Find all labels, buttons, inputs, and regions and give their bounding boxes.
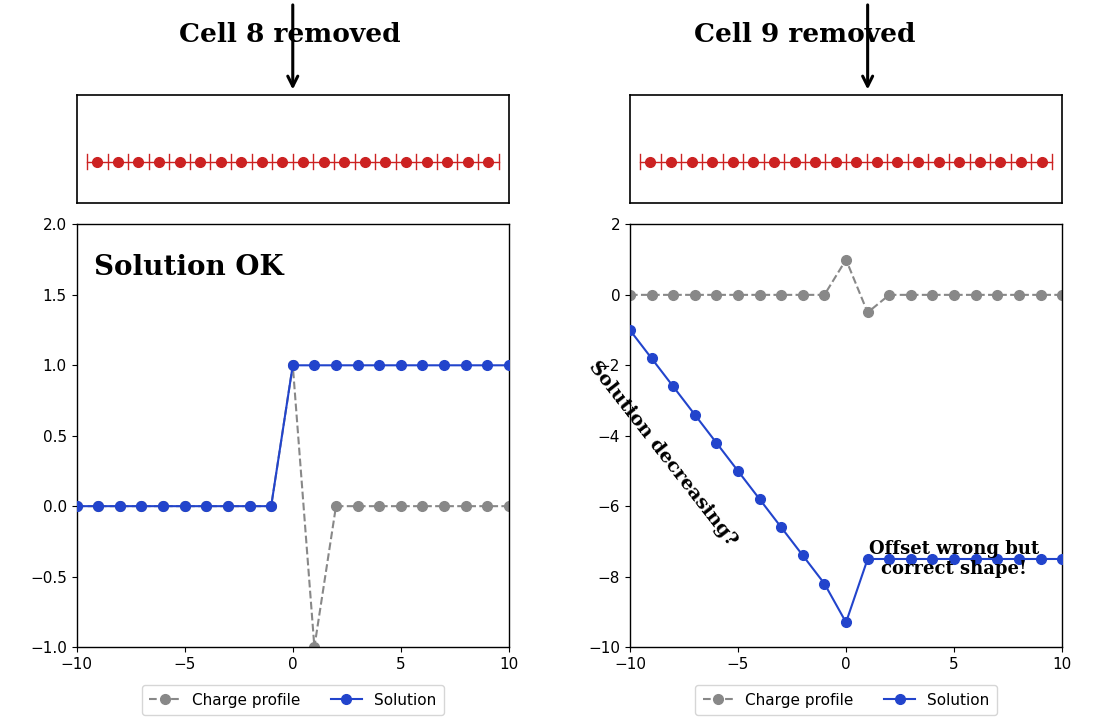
Solution (774, 523, 787, 531)
Charge profile (623, 291, 636, 300)
Solution (1013, 555, 1026, 563)
Text: Solution decreasing?: Solution decreasing? (585, 358, 740, 549)
Charge profile (731, 291, 745, 300)
Line: Charge profile: Charge profile (625, 254, 1067, 317)
Line: Solution: Solution (625, 325, 1067, 627)
Text: Solution OK: Solution OK (94, 254, 284, 281)
Charge profile (243, 502, 256, 510)
Solution (688, 410, 701, 419)
Solution (503, 361, 516, 369)
Charge profile (178, 502, 192, 510)
Solution (710, 438, 723, 447)
Solution (265, 502, 278, 510)
Charge profile (710, 291, 723, 300)
Solution (199, 502, 212, 510)
Charge profile (1056, 291, 1069, 300)
Charge profile (438, 502, 451, 510)
Solution (883, 555, 896, 563)
Charge profile (503, 502, 516, 510)
Solution (351, 361, 365, 369)
Solution (1056, 555, 1069, 563)
Charge profile (394, 502, 407, 510)
Solution (1034, 555, 1047, 563)
Charge profile (904, 291, 918, 300)
Charge profile (1034, 291, 1047, 300)
Charge profile (92, 502, 105, 510)
Solution (113, 502, 126, 510)
Charge profile (351, 502, 365, 510)
Legend: Charge profile, Solution: Charge profile, Solution (695, 685, 998, 715)
Solution (623, 326, 636, 334)
Charge profile (840, 255, 853, 264)
Solution (70, 502, 83, 510)
Solution (92, 502, 105, 510)
Solution (221, 502, 234, 510)
Charge profile (861, 308, 874, 317)
Charge profile (286, 361, 299, 369)
Text: Cell 8 removed: Cell 8 removed (180, 23, 401, 47)
Solution (330, 361, 343, 369)
Solution (416, 361, 429, 369)
Solution (135, 502, 148, 510)
Solution (904, 555, 918, 563)
Line: Charge profile: Charge profile (72, 361, 514, 652)
Solution (818, 579, 831, 588)
Solution (308, 361, 321, 369)
Charge profile (883, 291, 896, 300)
Solution (157, 502, 170, 510)
Charge profile (459, 502, 472, 510)
Solution (286, 361, 299, 369)
Charge profile (221, 502, 234, 510)
Line: Solution: Solution (72, 361, 514, 511)
Solution (861, 555, 874, 563)
Charge profile (199, 502, 212, 510)
Solution (645, 354, 658, 363)
Charge profile (688, 291, 701, 300)
Charge profile (308, 643, 321, 651)
Charge profile (113, 502, 126, 510)
Charge profile (481, 502, 494, 510)
Solution (947, 555, 960, 563)
Charge profile (926, 291, 940, 300)
Charge profile (157, 502, 170, 510)
Solution (731, 467, 745, 475)
Solution (969, 555, 982, 563)
Charge profile (774, 291, 787, 300)
Solution (753, 495, 766, 504)
Solution (796, 551, 809, 560)
Solution (372, 361, 385, 369)
Charge profile (372, 502, 385, 510)
Text: Cell 9 removed: Cell 9 removed (694, 23, 915, 47)
Charge profile (70, 502, 83, 510)
Charge profile (1013, 291, 1026, 300)
Solution (481, 361, 494, 369)
Charge profile (265, 502, 278, 510)
Charge profile (947, 291, 960, 300)
Charge profile (330, 502, 343, 510)
Solution (991, 555, 1004, 563)
Charge profile (135, 502, 148, 510)
Solution (459, 361, 472, 369)
Text: Offset wrong but
correct shape!: Offset wrong but correct shape! (869, 539, 1039, 579)
Charge profile (667, 291, 680, 300)
Charge profile (416, 502, 429, 510)
Solution (178, 502, 192, 510)
Charge profile (818, 291, 831, 300)
Solution (243, 502, 256, 510)
Solution (840, 618, 853, 627)
Charge profile (796, 291, 809, 300)
Solution (667, 382, 680, 391)
Solution (438, 361, 451, 369)
Charge profile (753, 291, 766, 300)
Solution (394, 361, 407, 369)
Charge profile (969, 291, 982, 300)
Charge profile (991, 291, 1004, 300)
Legend: Charge profile, Solution: Charge profile, Solution (141, 685, 443, 715)
Solution (926, 555, 940, 563)
Charge profile (645, 291, 658, 300)
